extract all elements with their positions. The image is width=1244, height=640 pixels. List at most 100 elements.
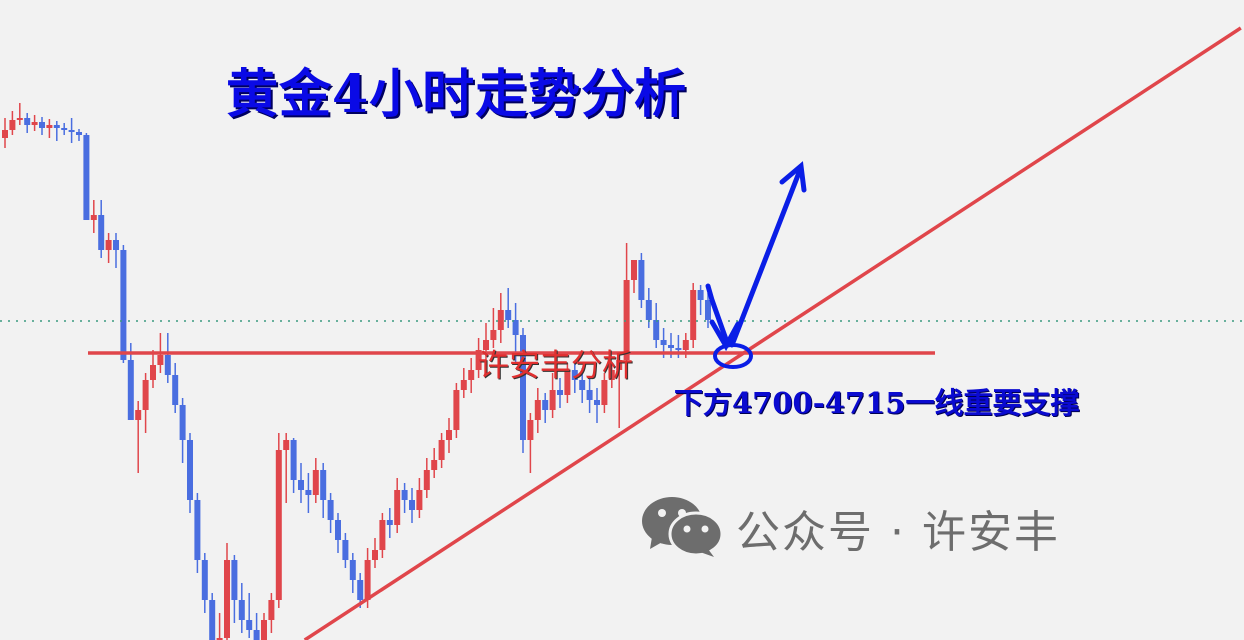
candle-body bbox=[105, 240, 112, 250]
candle-body bbox=[601, 380, 608, 405]
candle-74 bbox=[549, 373, 556, 418]
candle-50 bbox=[372, 538, 378, 568]
candle-12 bbox=[90, 200, 97, 233]
candle-body bbox=[127, 360, 134, 420]
candle-body bbox=[253, 630, 260, 640]
candle-93 bbox=[690, 283, 697, 348]
candle-61 bbox=[453, 383, 460, 438]
candle-body bbox=[238, 600, 245, 620]
arrow-up-head bbox=[779, 161, 807, 193]
candle-body bbox=[135, 410, 142, 420]
candle-58 bbox=[431, 448, 438, 478]
candle-22 bbox=[164, 333, 171, 383]
candle-body bbox=[9, 120, 16, 130]
candle-57 bbox=[423, 458, 430, 498]
candle-body bbox=[460, 380, 467, 390]
candle-32 bbox=[238, 583, 245, 633]
candle-body bbox=[349, 560, 356, 580]
candle-body bbox=[423, 470, 430, 490]
candle-42 bbox=[312, 458, 319, 503]
candle-7 bbox=[53, 121, 60, 141]
candle-body bbox=[468, 370, 475, 380]
candle-85 bbox=[631, 260, 637, 293]
candle-body bbox=[16, 118, 23, 120]
candle-body bbox=[453, 390, 460, 430]
wechat-icon bbox=[642, 497, 724, 557]
candle-66 bbox=[490, 308, 497, 348]
candle-79 bbox=[586, 378, 593, 413]
candle-37 bbox=[275, 433, 282, 608]
candle-body bbox=[571, 370, 578, 380]
candle-70 bbox=[520, 328, 526, 453]
candle-47 bbox=[349, 553, 356, 593]
candle-body bbox=[379, 520, 386, 550]
candle-87 bbox=[645, 288, 652, 328]
candle-body bbox=[98, 215, 105, 250]
candle-body bbox=[172, 375, 179, 405]
arrow-down-stroke bbox=[705, 283, 731, 348]
candle-38 bbox=[283, 433, 290, 503]
candle-43 bbox=[320, 463, 327, 518]
candle-41 bbox=[305, 473, 312, 513]
candle-18 bbox=[135, 401, 142, 473]
candle-body bbox=[312, 470, 319, 495]
watermark-text: 公众号 · 许安丰 bbox=[736, 507, 1060, 558]
candle-body bbox=[623, 280, 630, 360]
candle-54 bbox=[401, 483, 408, 513]
candle-45 bbox=[335, 513, 341, 553]
candle-26 bbox=[194, 493, 201, 573]
candle-body bbox=[261, 620, 267, 640]
candle-body bbox=[179, 405, 186, 440]
candle-body bbox=[549, 390, 556, 410]
candle-78 bbox=[579, 368, 586, 403]
candle-body bbox=[416, 490, 423, 510]
candle-body bbox=[164, 355, 171, 375]
candle-body bbox=[364, 560, 371, 600]
candle-body bbox=[76, 132, 82, 135]
candle-body bbox=[438, 440, 445, 460]
candle-95 bbox=[705, 293, 711, 328]
candle-body bbox=[645, 300, 652, 320]
candle-body bbox=[142, 380, 149, 410]
candle-52 bbox=[386, 508, 393, 538]
candle-body bbox=[157, 355, 164, 365]
candle-body bbox=[475, 350, 482, 370]
candle-body bbox=[83, 135, 90, 220]
candle-30 bbox=[224, 543, 230, 640]
candle-51 bbox=[379, 513, 386, 558]
candle-body bbox=[483, 340, 489, 350]
chart-title: 黄金4小时走势分析 bbox=[226, 64, 688, 125]
candle-76 bbox=[564, 363, 571, 403]
candle-body bbox=[31, 122, 38, 125]
candle-body bbox=[497, 310, 504, 330]
candle-body bbox=[431, 460, 438, 470]
candle-body bbox=[113, 240, 119, 250]
candle-75 bbox=[557, 378, 563, 408]
candle-10 bbox=[76, 129, 82, 141]
candle-body bbox=[283, 440, 290, 450]
candle-19 bbox=[142, 373, 149, 433]
candle-body bbox=[2, 130, 8, 138]
candle-25 bbox=[187, 433, 193, 513]
candle-1 bbox=[9, 111, 16, 135]
candle-body bbox=[409, 500, 415, 510]
candle-body bbox=[542, 400, 549, 410]
candle-body bbox=[401, 490, 408, 500]
candle-77 bbox=[571, 363, 578, 393]
candle-body bbox=[305, 490, 312, 495]
candle-body bbox=[520, 335, 526, 440]
candle-27 bbox=[201, 553, 208, 613]
candle-body bbox=[209, 600, 216, 640]
candle-15 bbox=[113, 233, 119, 268]
candle-63 bbox=[468, 358, 475, 393]
candle-body bbox=[586, 390, 593, 400]
candle-body bbox=[290, 440, 297, 480]
candle-29 bbox=[216, 613, 223, 640]
candle-56 bbox=[416, 478, 423, 518]
candle-64 bbox=[475, 338, 482, 378]
candle-body bbox=[638, 260, 645, 300]
candle-body bbox=[668, 345, 674, 348]
candle-83 bbox=[616, 353, 623, 428]
candle-body bbox=[68, 130, 75, 132]
